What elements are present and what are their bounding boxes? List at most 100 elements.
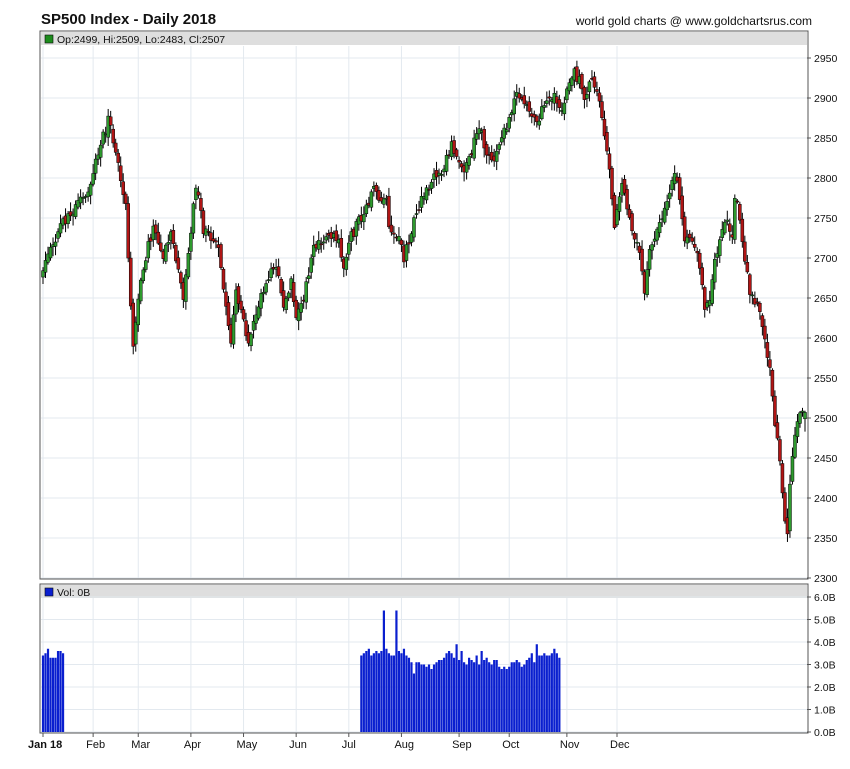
candle-body: [517, 93, 521, 99]
volume-bar: [387, 653, 391, 732]
volume-bar: [540, 655, 543, 732]
candle-body: [186, 253, 191, 278]
candle-body: [557, 99, 562, 108]
volume-bar: [367, 648, 370, 732]
candle-body: [176, 257, 181, 270]
candle-body: [276, 266, 281, 277]
candle-body: [429, 181, 434, 189]
candle-body: [133, 321, 138, 345]
candle-body: [582, 87, 587, 100]
volume-tick-label: 3.0B: [814, 660, 836, 672]
candle-body: [723, 221, 727, 234]
volume-bar: [375, 651, 378, 732]
price-legend-text: Op:2499, Hi:2509, Lo:2483, Cl:2507: [57, 34, 225, 46]
candle-body: [266, 279, 271, 281]
volume-bar: [442, 657, 446, 732]
candle-body: [650, 244, 654, 251]
volume-bar: [480, 651, 483, 732]
candle-body: [284, 298, 288, 310]
candle-body: [645, 269, 649, 295]
candle-body: [765, 342, 770, 358]
candle-body: [740, 218, 745, 242]
volume-bar: [455, 644, 458, 732]
candle-body: [575, 66, 579, 82]
candle-body: [98, 144, 103, 158]
candle-body: [219, 244, 223, 268]
candle-body: [199, 198, 203, 211]
candle-body: [665, 201, 669, 211]
candle-body: [236, 286, 241, 304]
volume-bar: [56, 651, 60, 732]
price-tick-label: 2900: [814, 93, 838, 105]
price-tick-label: 2650: [814, 293, 838, 305]
candle-body: [334, 230, 339, 242]
candle-body: [43, 260, 48, 273]
date-tick-label: Mar: [131, 739, 150, 751]
candle-body: [760, 315, 765, 328]
volume-bar: [538, 655, 541, 732]
candle-body: [467, 156, 471, 166]
candle-body: [249, 333, 253, 347]
candle-body: [743, 241, 747, 262]
candle-body: [682, 216, 687, 242]
candle-body: [452, 140, 456, 154]
candle-body: [733, 198, 737, 240]
candle-body: [91, 173, 95, 185]
volume-bar: [490, 664, 493, 732]
candle-body: [783, 492, 787, 522]
candle-body: [725, 219, 730, 222]
candle-body: [68, 211, 73, 217]
volume-bar: [465, 664, 468, 732]
volume-bar: [445, 653, 448, 732]
chart-title: SP500 Index - Daily 2018: [41, 11, 217, 28]
candle-body: [191, 203, 196, 234]
volume-bar: [513, 662, 516, 732]
candle-body: [409, 233, 414, 243]
candle-body: [144, 260, 148, 270]
volume-bar: [392, 655, 396, 732]
candle-body: [735, 200, 740, 203]
price-legend-swatch: [44, 34, 54, 44]
candle-body: [775, 422, 780, 439]
candle-body: [311, 244, 316, 257]
candle-body: [286, 292, 291, 299]
candle-body: [457, 159, 461, 163]
volume-bar: [44, 653, 47, 732]
candle-body: [231, 314, 236, 345]
date-tick-label: Jun: [289, 739, 307, 751]
candle-body: [309, 257, 313, 273]
candle-body: [306, 275, 311, 279]
price-tick-label: 2550: [814, 373, 838, 385]
candle-body: [464, 162, 469, 173]
candle-body: [793, 434, 797, 458]
volume-bar: [380, 651, 383, 732]
price-tick-label: 2500: [814, 413, 838, 425]
candle-body: [344, 256, 349, 270]
candle-body: [540, 106, 544, 120]
candle-body: [758, 302, 762, 312]
candle-body: [241, 309, 246, 320]
candle-body: [296, 308, 301, 322]
candle-body: [780, 463, 785, 494]
volume-legend-text: Vol: 0B: [57, 587, 90, 599]
candle-body: [179, 272, 183, 284]
volume-bar: [54, 657, 57, 732]
volume-bar: [452, 657, 456, 732]
candle-body: [545, 100, 549, 104]
candle-body: [595, 89, 599, 92]
candle-body: [512, 98, 516, 115]
candle-body: [444, 155, 449, 172]
candle-body: [690, 237, 694, 242]
candle-body: [670, 180, 674, 190]
volume-bar: [370, 655, 373, 732]
candle-body: [211, 238, 216, 242]
candle-body: [226, 302, 231, 326]
candle-body: [347, 242, 351, 255]
volume-bar: [430, 669, 433, 732]
candle-body: [755, 301, 760, 304]
candle-body: [570, 77, 574, 86]
volume-bar: [558, 657, 561, 732]
volume-tick-label: 0.0B: [814, 727, 836, 739]
candle-body: [171, 230, 176, 244]
candle-body: [504, 129, 509, 133]
